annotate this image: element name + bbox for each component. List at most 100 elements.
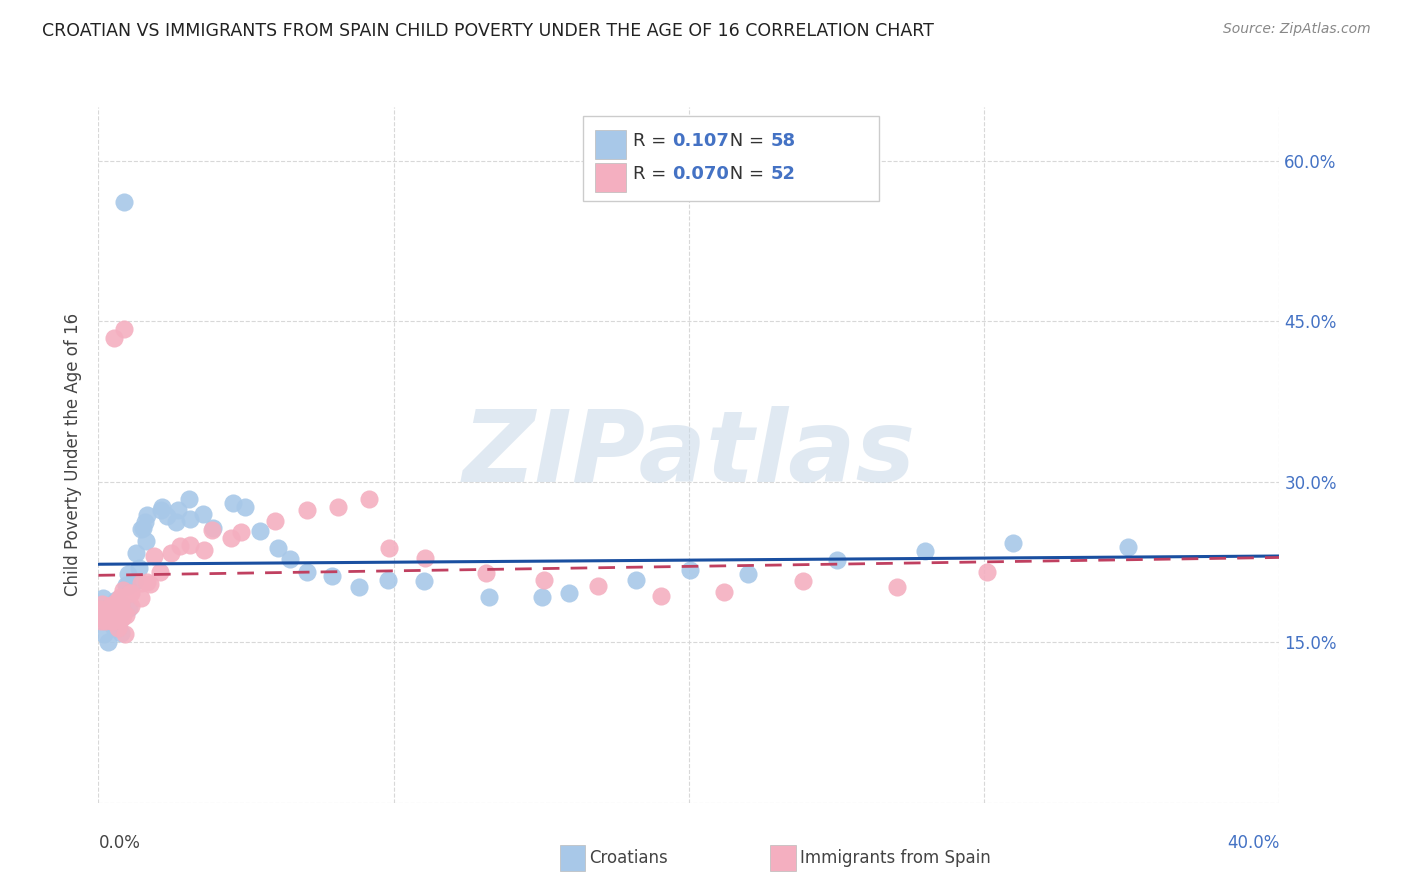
Point bbox=[586, 578, 609, 592]
Point bbox=[531, 590, 554, 604]
Point bbox=[378, 541, 401, 556]
Point bbox=[156, 509, 179, 524]
Y-axis label: Child Poverty Under the Age of 16: Child Poverty Under the Age of 16 bbox=[65, 313, 83, 597]
Text: Source: ZipAtlas.com: Source: ZipAtlas.com bbox=[1223, 22, 1371, 37]
Point bbox=[191, 507, 214, 521]
Text: CROATIAN VS IMMIGRANTS FROM SPAIN CHILD POVERTY UNDER THE AGE OF 16 CORRELATION : CROATIAN VS IMMIGRANTS FROM SPAIN CHILD … bbox=[42, 22, 934, 40]
Point bbox=[221, 496, 243, 510]
Text: 0.0%: 0.0% bbox=[98, 834, 141, 852]
Point bbox=[235, 500, 257, 514]
Point bbox=[321, 569, 343, 583]
Point bbox=[110, 612, 132, 626]
Point bbox=[886, 580, 908, 594]
Point bbox=[678, 563, 700, 577]
Point bbox=[97, 602, 120, 616]
Point bbox=[131, 521, 153, 535]
Point bbox=[737, 567, 759, 582]
Point bbox=[221, 531, 243, 545]
Text: 52: 52 bbox=[770, 165, 796, 183]
Point bbox=[94, 604, 117, 618]
Point bbox=[149, 565, 172, 579]
Point bbox=[169, 539, 191, 553]
Point bbox=[111, 583, 134, 598]
Point bbox=[114, 626, 136, 640]
Point bbox=[124, 575, 146, 590]
Point bbox=[278, 552, 301, 566]
Point bbox=[107, 609, 129, 624]
Point bbox=[326, 500, 349, 514]
Point bbox=[105, 594, 128, 608]
Point bbox=[193, 542, 215, 557]
Point bbox=[179, 538, 201, 552]
Text: R =: R = bbox=[633, 165, 672, 183]
Point bbox=[1116, 540, 1139, 554]
Text: N =: N = bbox=[724, 132, 770, 150]
Point bbox=[624, 573, 647, 587]
Point bbox=[129, 576, 152, 591]
Text: 0.070: 0.070 bbox=[672, 165, 728, 183]
Point bbox=[229, 524, 252, 539]
Point bbox=[118, 601, 141, 615]
Point bbox=[108, 591, 131, 605]
Point bbox=[167, 503, 190, 517]
Point bbox=[110, 597, 132, 611]
Point bbox=[93, 626, 115, 640]
Point bbox=[136, 508, 159, 522]
Point bbox=[533, 573, 555, 587]
Point bbox=[264, 514, 287, 528]
Point bbox=[135, 534, 157, 549]
Point bbox=[115, 579, 138, 593]
Point bbox=[98, 605, 121, 619]
Point bbox=[914, 544, 936, 558]
Point bbox=[111, 611, 134, 625]
Point bbox=[139, 576, 162, 591]
Point bbox=[103, 621, 125, 635]
Point bbox=[107, 621, 129, 635]
Point bbox=[110, 626, 132, 640]
Point bbox=[96, 609, 118, 624]
Point bbox=[91, 597, 114, 611]
Point bbox=[104, 600, 127, 615]
Point bbox=[475, 566, 498, 581]
Point bbox=[377, 574, 399, 588]
Point bbox=[124, 546, 146, 560]
Text: ZIPatlas: ZIPatlas bbox=[463, 407, 915, 503]
Point bbox=[415, 550, 437, 565]
Point bbox=[131, 523, 153, 537]
Point bbox=[650, 589, 672, 603]
Point bbox=[120, 585, 142, 599]
Point bbox=[1001, 536, 1024, 550]
Point bbox=[267, 541, 290, 555]
Point bbox=[478, 590, 501, 604]
Point bbox=[201, 523, 224, 537]
Point bbox=[90, 614, 112, 628]
Point bbox=[976, 566, 998, 580]
Point bbox=[128, 561, 150, 575]
Point bbox=[134, 516, 156, 530]
Text: 40.0%: 40.0% bbox=[1227, 834, 1279, 852]
Point bbox=[98, 610, 121, 624]
Text: N =: N = bbox=[724, 165, 770, 183]
Point bbox=[91, 591, 114, 606]
Point bbox=[105, 593, 128, 607]
Text: 0.107: 0.107 bbox=[672, 132, 728, 150]
Point bbox=[107, 619, 129, 633]
Point bbox=[114, 607, 136, 622]
Point bbox=[98, 613, 121, 627]
Point bbox=[143, 549, 166, 564]
Point bbox=[117, 566, 139, 581]
Point bbox=[201, 521, 224, 535]
Point bbox=[94, 614, 117, 628]
Text: Immigrants from Spain: Immigrants from Spain bbox=[800, 849, 991, 867]
Point bbox=[347, 580, 370, 594]
Point bbox=[558, 586, 581, 600]
Point bbox=[295, 502, 318, 516]
Point bbox=[112, 195, 135, 210]
Point bbox=[136, 575, 159, 590]
Point bbox=[129, 591, 152, 605]
Point bbox=[159, 546, 181, 560]
Point bbox=[100, 599, 122, 613]
Point bbox=[103, 331, 125, 345]
Point bbox=[120, 599, 142, 614]
Point bbox=[359, 491, 381, 506]
